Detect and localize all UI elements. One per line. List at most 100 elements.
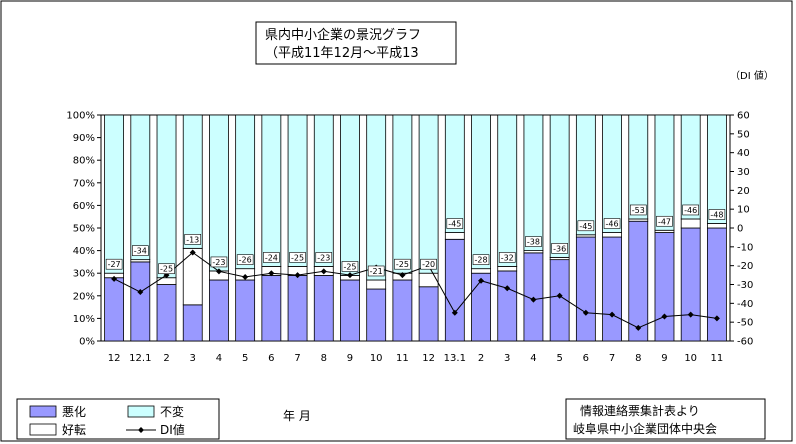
- di-label-box: [236, 254, 254, 265]
- di-label-box: [682, 204, 699, 216]
- x-tick-label: 4: [216, 353, 222, 364]
- x-tick-label: 9: [347, 353, 353, 364]
- di-line: [113, 251, 717, 329]
- source-box: [565, 398, 766, 440]
- di-data-label: -32: [501, 253, 514, 262]
- x-tick-label: 12.1: [129, 353, 151, 364]
- right-tick-label: 10: [737, 205, 750, 216]
- di-label-box: [184, 234, 202, 245]
- bar-segment-fuhen: [235, 114, 256, 270]
- left-tick-label: 20%: [73, 291, 95, 302]
- bar-segment-akka: [680, 227, 701, 342]
- x-axis-ticks: 12 12.1 2 3 4 5 6 7 8 9 10 11 12 13.1 2 3 4 5 6 7 8 9 10 11: [108, 353, 724, 364]
- legend-swatch-akka: [29, 405, 57, 418]
- di-label-box: [708, 209, 726, 220]
- di-label-box: [210, 256, 228, 268]
- right-tick-label: 30: [737, 167, 750, 178]
- legend-label-koten: 好転: [62, 423, 86, 437]
- left-tick-label: 50%: [73, 224, 95, 235]
- right-tick-label: 20: [737, 186, 750, 197]
- di-label-box: [629, 204, 647, 216]
- bar-segment-fuhen: [104, 114, 125, 274]
- bar-segment-koten: [444, 232, 465, 240]
- di-point: [189, 249, 196, 256]
- bar-segment-fuhen: [523, 114, 544, 252]
- bar-segment-fuhen: [444, 114, 465, 233]
- di-data-label: -38: [527, 238, 540, 247]
- bar-segment-fuhen: [471, 114, 491, 270]
- di-label-box: [603, 218, 621, 229]
- di-point: [320, 268, 327, 275]
- di-point: [582, 309, 589, 316]
- di-point: [478, 277, 485, 284]
- bar-segment-fuhen: [366, 114, 387, 281]
- bar-segment-akka: [366, 288, 387, 342]
- di-data-label: -25: [291, 253, 304, 262]
- x-tick-label: 10: [684, 353, 697, 364]
- x-tick-label: 12: [108, 353, 121, 364]
- legend-swatch-koten: [29, 423, 57, 436]
- di-point: [137, 289, 144, 296]
- di-point: [635, 324, 642, 331]
- di-data-label: -45: [448, 220, 461, 229]
- bar-segment-fuhen: [628, 114, 649, 220]
- di-label-box: [367, 265, 385, 277]
- left-tick-label: 80%: [73, 156, 95, 167]
- bar-segment-akka: [209, 279, 229, 342]
- right-axis-ticks: -60 -50 -40 -30 -20 -10 0 10 20 30 40 50 60: [730, 111, 753, 348]
- di-label-box: [420, 258, 437, 270]
- x-tick-label: 4: [530, 353, 536, 364]
- di-data-label: -27: [108, 260, 121, 269]
- bar-segment-fuhen: [497, 114, 518, 267]
- bar-segment-fuhen: [654, 114, 675, 231]
- bar-segment-fuhen: [182, 114, 203, 249]
- x-tick-label: 5: [556, 353, 562, 364]
- di-data-label: -48: [710, 210, 723, 219]
- x-tick-label: 2: [478, 353, 484, 364]
- title-box: [255, 21, 457, 65]
- di-data-label: -46: [606, 220, 619, 229]
- left-tick-label: 100%: [66, 111, 95, 122]
- bar-segment-koten: [366, 279, 387, 290]
- bar-segment-akka: [392, 279, 413, 342]
- bar-segment-fuhen: [130, 114, 151, 261]
- bar-segment-koten: [706, 223, 727, 229]
- bar-segment-akka: [575, 236, 596, 342]
- di-label-box: [341, 261, 359, 272]
- di-label-box: [498, 252, 516, 263]
- right-tick-label: -20: [737, 261, 753, 272]
- bar-segment-akka: [130, 261, 151, 342]
- bar-segment-fuhen: [418, 114, 439, 274]
- left-tick-label: 70%: [73, 178, 95, 189]
- di-label-box: [656, 215, 673, 227]
- x-tick-label: 9: [661, 353, 667, 364]
- bar-segment-fuhen: [575, 114, 596, 236]
- bar-segment-koten: [602, 232, 622, 238]
- bar-segment-akka: [444, 238, 465, 342]
- bar-segment-fuhen: [313, 114, 334, 267]
- di-point: [661, 313, 668, 320]
- legend-label-fuhen: 不変: [160, 404, 184, 419]
- bar-segment-akka: [654, 232, 675, 342]
- di-point: [215, 268, 222, 275]
- legend: 悪化 不変 好転 DI値: [16, 398, 220, 440]
- x-tick-label: 3: [504, 353, 510, 364]
- left-tick-label: 60%: [73, 201, 95, 212]
- di-data-label: -24: [265, 253, 278, 262]
- di-label-box: [289, 252, 306, 263]
- x-tick-label: 5: [242, 353, 248, 364]
- di-point: [713, 315, 720, 322]
- di-label-box: [315, 252, 333, 263]
- di-label-box: [525, 236, 542, 247]
- di-label-box: [577, 220, 595, 232]
- di-point: [530, 296, 537, 303]
- left-tick-label: 40%: [73, 246, 95, 257]
- right-tick-label: 0: [737, 224, 743, 235]
- di-data-label: -36: [553, 244, 566, 253]
- bar-segment-akka: [235, 279, 256, 342]
- source-line-2: 岐阜県中小企業団体中央会: [573, 421, 717, 436]
- bar-segment-koten: [680, 218, 701, 229]
- di-label-box: [551, 243, 568, 254]
- bar-segment-fuhen: [340, 114, 360, 276]
